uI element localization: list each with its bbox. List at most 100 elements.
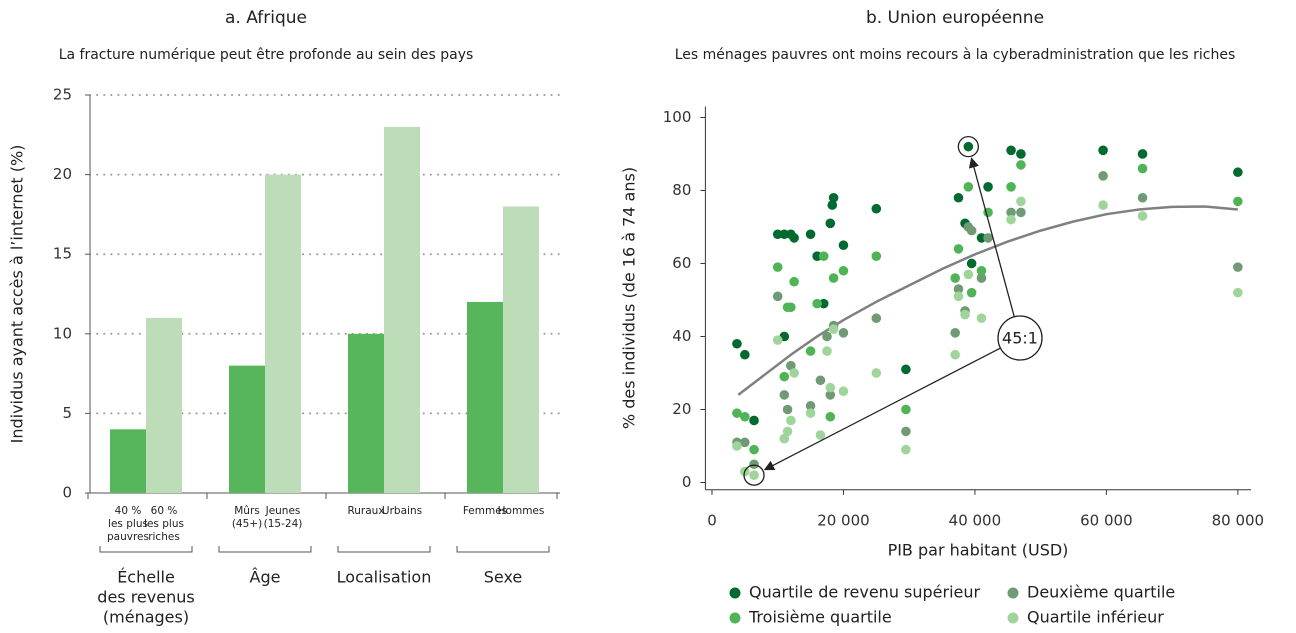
point	[1233, 167, 1243, 178]
trend-line	[737, 205, 1238, 396]
point	[901, 444, 911, 455]
y-tick-label: 100	[663, 108, 692, 126]
point	[1137, 211, 1148, 221]
chart-title: a. Afrique	[225, 8, 307, 28]
point	[772, 291, 783, 302]
group-label: Localisation	[337, 568, 432, 587]
y-tick-label: 0	[62, 484, 72, 502]
y-tick-label: 80	[672, 181, 691, 199]
x-tick-label: pauvres	[107, 531, 149, 543]
highlight-ring	[743, 464, 765, 486]
point	[786, 302, 796, 313]
point	[1016, 149, 1026, 159]
point	[871, 313, 882, 324]
point	[1006, 207, 1016, 218]
x-tick-label: Femmes	[463, 505, 507, 517]
chart-subtitle: La fracture numérique peut être profonde…	[59, 47, 474, 63]
point	[772, 229, 783, 240]
legend-marker	[729, 587, 741, 599]
point	[966, 258, 977, 269]
point	[825, 218, 836, 229]
bar	[348, 333, 384, 493]
x-tick-label: riches	[148, 531, 180, 543]
point	[901, 426, 911, 437]
point	[1137, 149, 1148, 159]
x-tick-label: 40 %	[115, 505, 142, 517]
point	[1098, 171, 1108, 181]
x-tick-label: les plus	[144, 518, 184, 530]
point	[1006, 214, 1016, 225]
point	[963, 141, 974, 152]
point	[963, 182, 974, 192]
group-label: Âge	[250, 568, 281, 587]
bar	[467, 301, 503, 493]
legend-marker	[1007, 612, 1019, 624]
point	[749, 470, 759, 480]
legend-label: Deuxième quartile	[1027, 583, 1175, 602]
point	[976, 265, 987, 276]
group-label: Sexe	[484, 568, 523, 587]
point	[1006, 145, 1016, 156]
annotation-ring	[997, 315, 1043, 361]
point	[976, 273, 987, 283]
y-axis-label: Individus ayant accès à l’internet (%)	[8, 145, 27, 444]
point	[827, 200, 838, 210]
point	[779, 371, 790, 382]
point	[815, 375, 826, 386]
y-tick-label: 20	[53, 165, 72, 183]
point	[1137, 163, 1148, 174]
point	[740, 437, 750, 448]
point	[732, 338, 742, 349]
chart-title: b. Union européenne	[866, 8, 1044, 28]
legend-marker	[729, 612, 741, 624]
point	[838, 386, 849, 397]
x-tick-label: Ruraux	[347, 505, 384, 517]
point	[1137, 192, 1148, 203]
bar	[110, 429, 146, 493]
x-tick-label: Jeunes	[265, 505, 301, 517]
point	[976, 313, 987, 324]
bar	[229, 365, 265, 493]
point	[838, 240, 849, 251]
point	[901, 404, 911, 415]
point	[1016, 196, 1026, 207]
point	[960, 309, 970, 320]
point	[749, 415, 759, 426]
group-bracket	[337, 546, 431, 553]
y-tick-label: 5	[62, 404, 72, 422]
point	[976, 233, 987, 243]
point	[818, 298, 829, 309]
point	[782, 426, 793, 437]
point	[871, 203, 882, 214]
point	[871, 368, 882, 378]
point	[1016, 207, 1026, 218]
y-tick-label: 0	[682, 473, 692, 491]
x-tick-label: (15-24)	[264, 518, 303, 530]
group-bracket	[218, 546, 312, 553]
group-label: Échelle	[117, 568, 175, 587]
point	[983, 182, 993, 192]
x-tick-label: Mûrs	[234, 505, 260, 517]
point	[749, 459, 759, 470]
point	[786, 415, 796, 426]
x-tick-label: (45+)	[232, 518, 262, 530]
point	[838, 265, 849, 276]
point	[789, 368, 799, 378]
point	[740, 349, 750, 360]
point	[950, 273, 960, 283]
x-tick-label: Hommes	[498, 505, 545, 517]
x-tick-label: 80 000	[1212, 512, 1265, 530]
y-tick-label: 25	[53, 86, 72, 104]
point	[772, 262, 783, 272]
legend-marker	[1007, 587, 1019, 599]
point	[966, 225, 977, 236]
point	[805, 346, 816, 356]
x-tick-label: 40 000	[949, 512, 1002, 530]
point	[1098, 145, 1108, 156]
bar	[146, 317, 182, 493]
y-tick-label: 10	[53, 324, 72, 342]
point	[828, 192, 839, 203]
point	[772, 335, 783, 345]
group-label: des revenus	[97, 588, 194, 607]
point	[1098, 200, 1108, 210]
